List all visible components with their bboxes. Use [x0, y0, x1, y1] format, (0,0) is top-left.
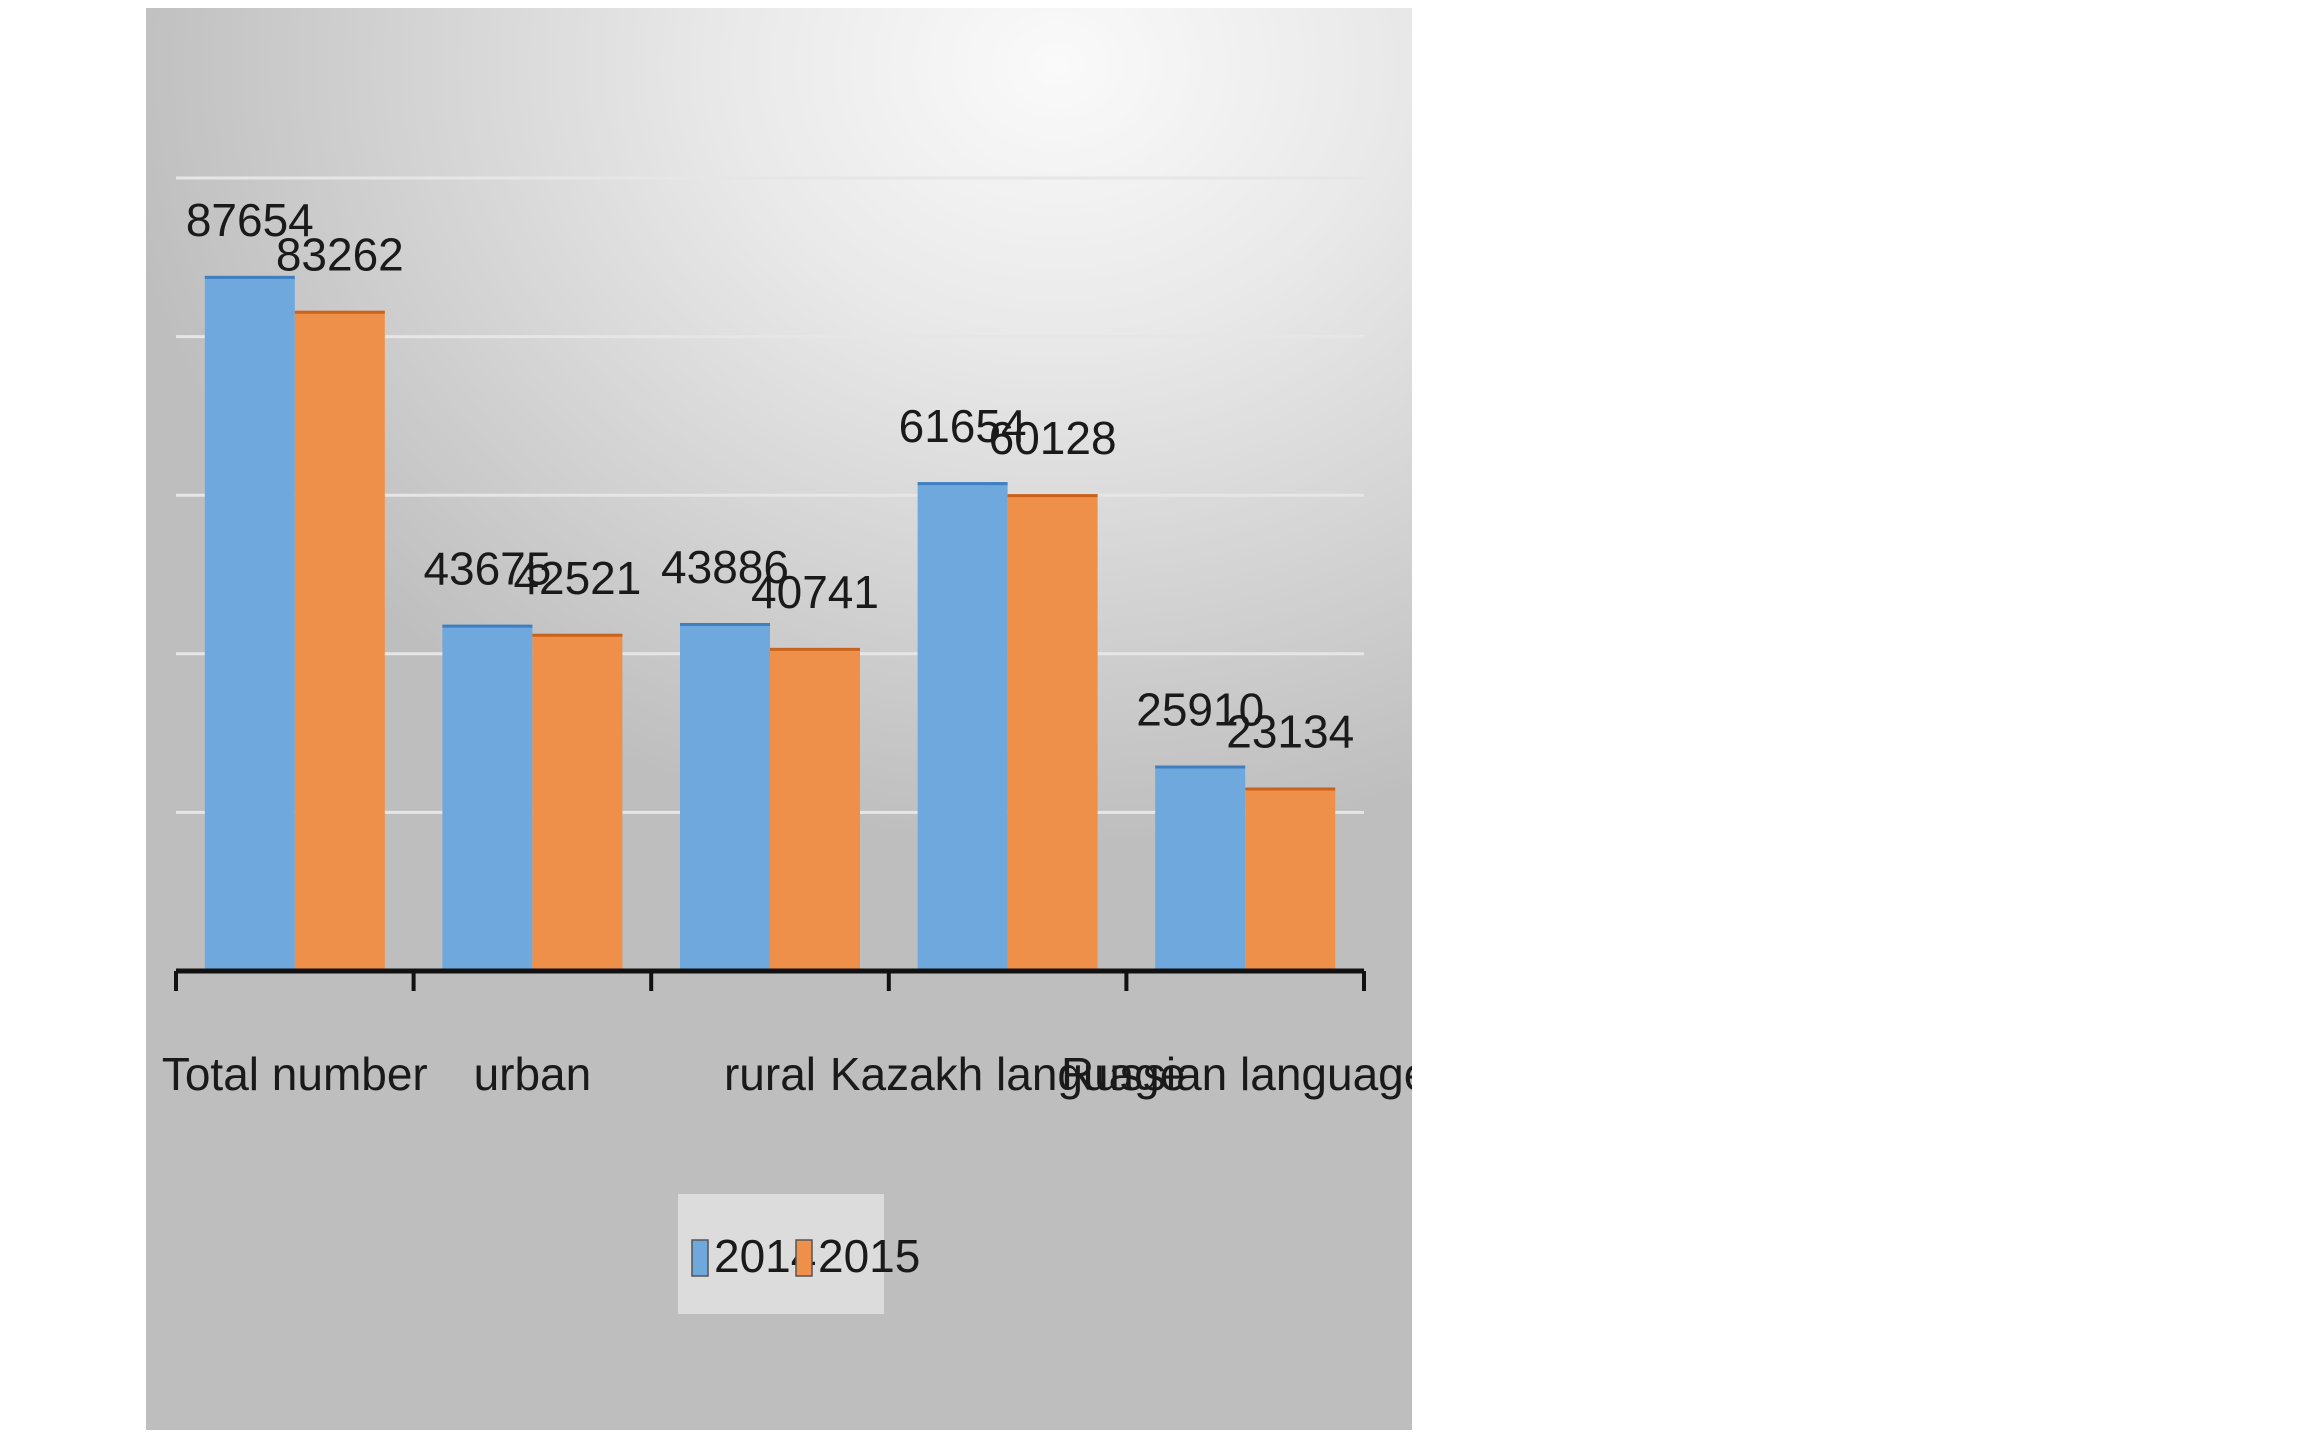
bar-2014 [917, 482, 1008, 971]
bar-2015 [532, 633, 623, 971]
legend-swatch-2014 [691, 1239, 709, 1277]
category-label: Kazakh language [830, 1048, 1186, 1100]
bar-2014 [1155, 765, 1246, 971]
data-label: 61654 [899, 400, 1027, 452]
data-label: 83262 [276, 229, 404, 281]
bar-2015 [1245, 787, 1336, 971]
bar-2014 [442, 624, 533, 971]
chart-panel: 87654 83262 43675 42521 43886 40741 61654 60128… [146, 8, 1412, 1430]
legend-swatch-2015 [795, 1239, 813, 1277]
data-label: 43675 [423, 543, 551, 595]
bars [204, 275, 1336, 972]
data-label: 87654 [186, 194, 314, 246]
legend-box [678, 1194, 884, 1314]
category-label: Russian language [1061, 1048, 1412, 1100]
data-label: 23134 [1226, 706, 1354, 758]
bar-2014 [204, 275, 295, 971]
data-label: 43886 [661, 541, 789, 593]
bar-2015 [294, 310, 385, 972]
legend: 2014 2015 [678, 1194, 920, 1314]
legend-label-2015: 2015 [818, 1230, 920, 1282]
category-label: Total number [162, 1048, 428, 1100]
x-axis: Total number urban rural Kazakh languageRus… [162, 968, 1412, 1100]
data-label: 42521 [513, 552, 641, 604]
bar-2014 [680, 622, 770, 971]
bar-2015 [770, 647, 860, 971]
category-label: rural [724, 1048, 816, 1100]
bar-2015 [1007, 494, 1098, 971]
category-label: urban [474, 1048, 592, 1100]
data-label: 60128 [989, 412, 1117, 464]
data-label: 25910 [1136, 684, 1264, 736]
data-label: 40741 [751, 566, 879, 618]
